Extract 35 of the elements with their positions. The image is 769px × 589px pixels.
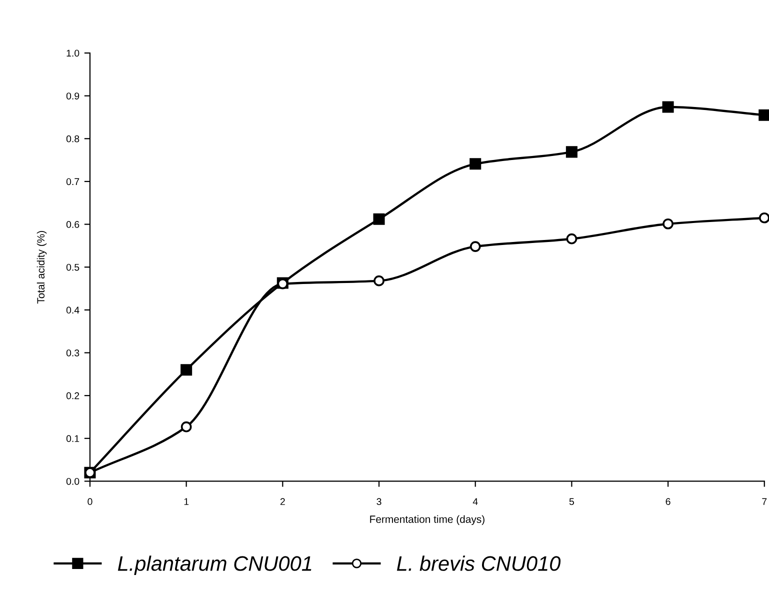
- legend-label: L. brevis CNU010: [396, 556, 561, 571]
- y-tick-label: 0.3: [66, 349, 80, 356]
- legend-label: L.plantarum CNU001: [118, 556, 312, 576]
- x-tick-label: 1: [184, 498, 189, 505]
- y-tick-label: 0.7: [66, 178, 80, 186]
- x-tick-label: 6: [666, 498, 670, 506]
- point: [374, 275, 384, 286]
- x-tick-label: 2: [280, 498, 285, 505]
- point: [566, 146, 578, 158]
- y-tick-label: 0.4: [66, 306, 80, 314]
- point: [373, 213, 385, 225]
- y-tick-label: 0.8: [66, 135, 80, 142]
- x-tick-label: 4: [472, 498, 478, 505]
- point: [566, 233, 578, 244]
- point: [180, 421, 192, 432]
- point: [758, 212, 769, 224]
- point: [470, 158, 482, 170]
- y-tick-label: 0.9: [66, 92, 80, 100]
- x-axis-title: Fermentation time (days): [370, 515, 484, 525]
- point: [470, 241, 481, 252]
- y-tick-label: 0.1: [66, 435, 80, 442]
- x-tick-label: 0: [88, 498, 92, 506]
- y-tick-label: 0.2: [66, 392, 80, 400]
- y-tick-label: 1.0: [66, 50, 80, 57]
- x-tick-label: 5: [569, 498, 574, 506]
- x-tick-label: 3: [376, 498, 382, 506]
- y-axis-title: Total acidity (%): [36, 231, 47, 304]
- y-tick-label: 0.5: [66, 264, 80, 271]
- point: [180, 364, 192, 376]
- point: [758, 109, 769, 121]
- y-tick-label: 0.0: [66, 478, 80, 485]
- point: [662, 101, 674, 113]
- point: [662, 218, 674, 230]
- y-tick-label: 0.6: [66, 221, 80, 228]
- x-tick-label: 7: [762, 498, 767, 505]
